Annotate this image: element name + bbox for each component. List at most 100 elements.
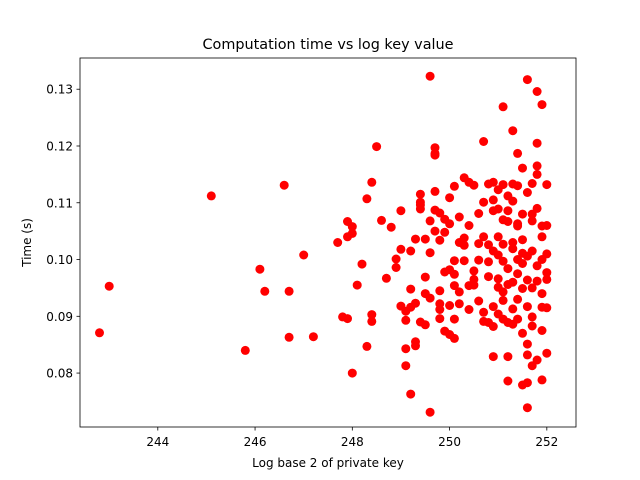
data-point-91 [454, 299, 464, 309]
data-point-10 [308, 332, 318, 342]
data-point-7 [284, 286, 294, 296]
y-tick-label: 0.13 [46, 83, 73, 97]
data-point-132 [498, 102, 508, 112]
data-point-206 [542, 221, 552, 230]
data-point-17 [347, 222, 357, 232]
data-point-106 [474, 239, 484, 249]
data-point-172 [522, 75, 532, 85]
data-point-2 [206, 191, 216, 201]
data-point-175 [522, 339, 532, 349]
data-points [95, 71, 552, 417]
data-point-88 [454, 212, 464, 222]
data-point-128 [493, 250, 503, 260]
data-point-78 [445, 219, 455, 229]
data-point-148 [508, 238, 518, 247]
data-point-85 [449, 269, 459, 279]
data-point-21 [362, 194, 372, 204]
data-point-154 [508, 304, 518, 314]
data-point-160 [513, 294, 523, 304]
data-point-16 [347, 228, 357, 238]
data-point-139 [498, 180, 508, 190]
data-point-211 [542, 268, 552, 278]
data-point-59 [425, 407, 435, 417]
x-axis-ticks: 244 246 248 250 252 [146, 427, 558, 449]
data-point-82 [449, 256, 459, 266]
data-point-18 [347, 368, 357, 378]
data-point-185 [527, 216, 537, 226]
data-point-169 [518, 235, 527, 245]
data-point-159 [513, 269, 523, 279]
x-tick-label: 252 [535, 435, 558, 449]
data-point-4 [255, 264, 265, 274]
data-point-60 [425, 248, 435, 258]
data-point-30 [391, 263, 401, 272]
data-point-109 [479, 307, 489, 317]
data-point-107 [474, 296, 484, 306]
data-point-5 [260, 286, 270, 296]
data-point-55 [420, 234, 430, 244]
data-point-44 [411, 234, 420, 244]
data-point-127 [493, 274, 503, 284]
data-point-32 [396, 244, 406, 254]
data-point-134 [498, 256, 508, 266]
data-point-121 [488, 322, 498, 331]
data-point-100 [469, 180, 479, 190]
data-point-198 [537, 232, 547, 242]
data-point-24 [367, 310, 377, 320]
x-axis-label: Log base 2 of private key [252, 456, 404, 470]
data-point-96 [464, 221, 474, 230]
y-axis-label: Time (s) [20, 218, 34, 268]
data-point-163 [513, 221, 523, 231]
data-point-61 [430, 186, 440, 196]
data-point-72 [435, 299, 445, 309]
data-point-144 [503, 352, 513, 362]
data-point-113 [484, 240, 493, 250]
data-point-195 [532, 276, 542, 286]
data-point-19 [352, 280, 362, 290]
chart-title: Computation time vs log key value [203, 37, 454, 53]
x-tick-label: 246 [244, 435, 267, 449]
x-tick-label: 248 [341, 435, 364, 449]
data-point-29 [386, 222, 396, 232]
data-point-31 [391, 254, 401, 264]
data-point-80 [445, 301, 455, 310]
data-point-28 [381, 273, 391, 283]
data-point-208 [542, 274, 552, 284]
data-point-87 [449, 333, 459, 343]
data-point-56 [425, 71, 435, 81]
data-point-112 [479, 197, 489, 207]
data-point-54 [420, 320, 430, 330]
data-point-205 [542, 180, 552, 190]
data-point-181 [527, 179, 537, 188]
data-point-92 [459, 240, 469, 250]
y-axis-ticks: 0.08 0.09 0.10 0.11 0.12 0.13 [46, 83, 80, 381]
data-point-84 [449, 281, 459, 291]
data-point-20 [357, 259, 367, 269]
data-point-164 [518, 163, 527, 173]
data-point-162 [513, 314, 523, 324]
data-point-3 [240, 345, 250, 355]
data-point-34 [396, 206, 406, 216]
data-point-201 [537, 326, 547, 335]
data-point-90 [454, 287, 464, 297]
data-point-135 [498, 239, 508, 249]
data-point-151 [508, 244, 518, 254]
data-point-103 [469, 274, 479, 284]
data-point-115 [484, 272, 493, 282]
data-point-191 [532, 161, 542, 171]
data-point-49 [415, 197, 425, 207]
y-tick-label: 0.11 [46, 196, 73, 210]
data-point-76 [440, 227, 450, 237]
data-point-58 [425, 293, 435, 303]
data-point-68 [435, 314, 445, 324]
data-point-43 [411, 298, 420, 308]
data-point-138 [498, 287, 508, 297]
y-tick-label: 0.09 [46, 310, 73, 324]
x-tick-label: 250 [438, 435, 461, 449]
data-point-8 [284, 332, 294, 342]
data-point-86 [449, 181, 459, 191]
data-point-67 [435, 208, 445, 218]
data-point-170 [518, 328, 527, 338]
data-point-42 [406, 389, 416, 399]
data-point-197 [537, 100, 547, 110]
